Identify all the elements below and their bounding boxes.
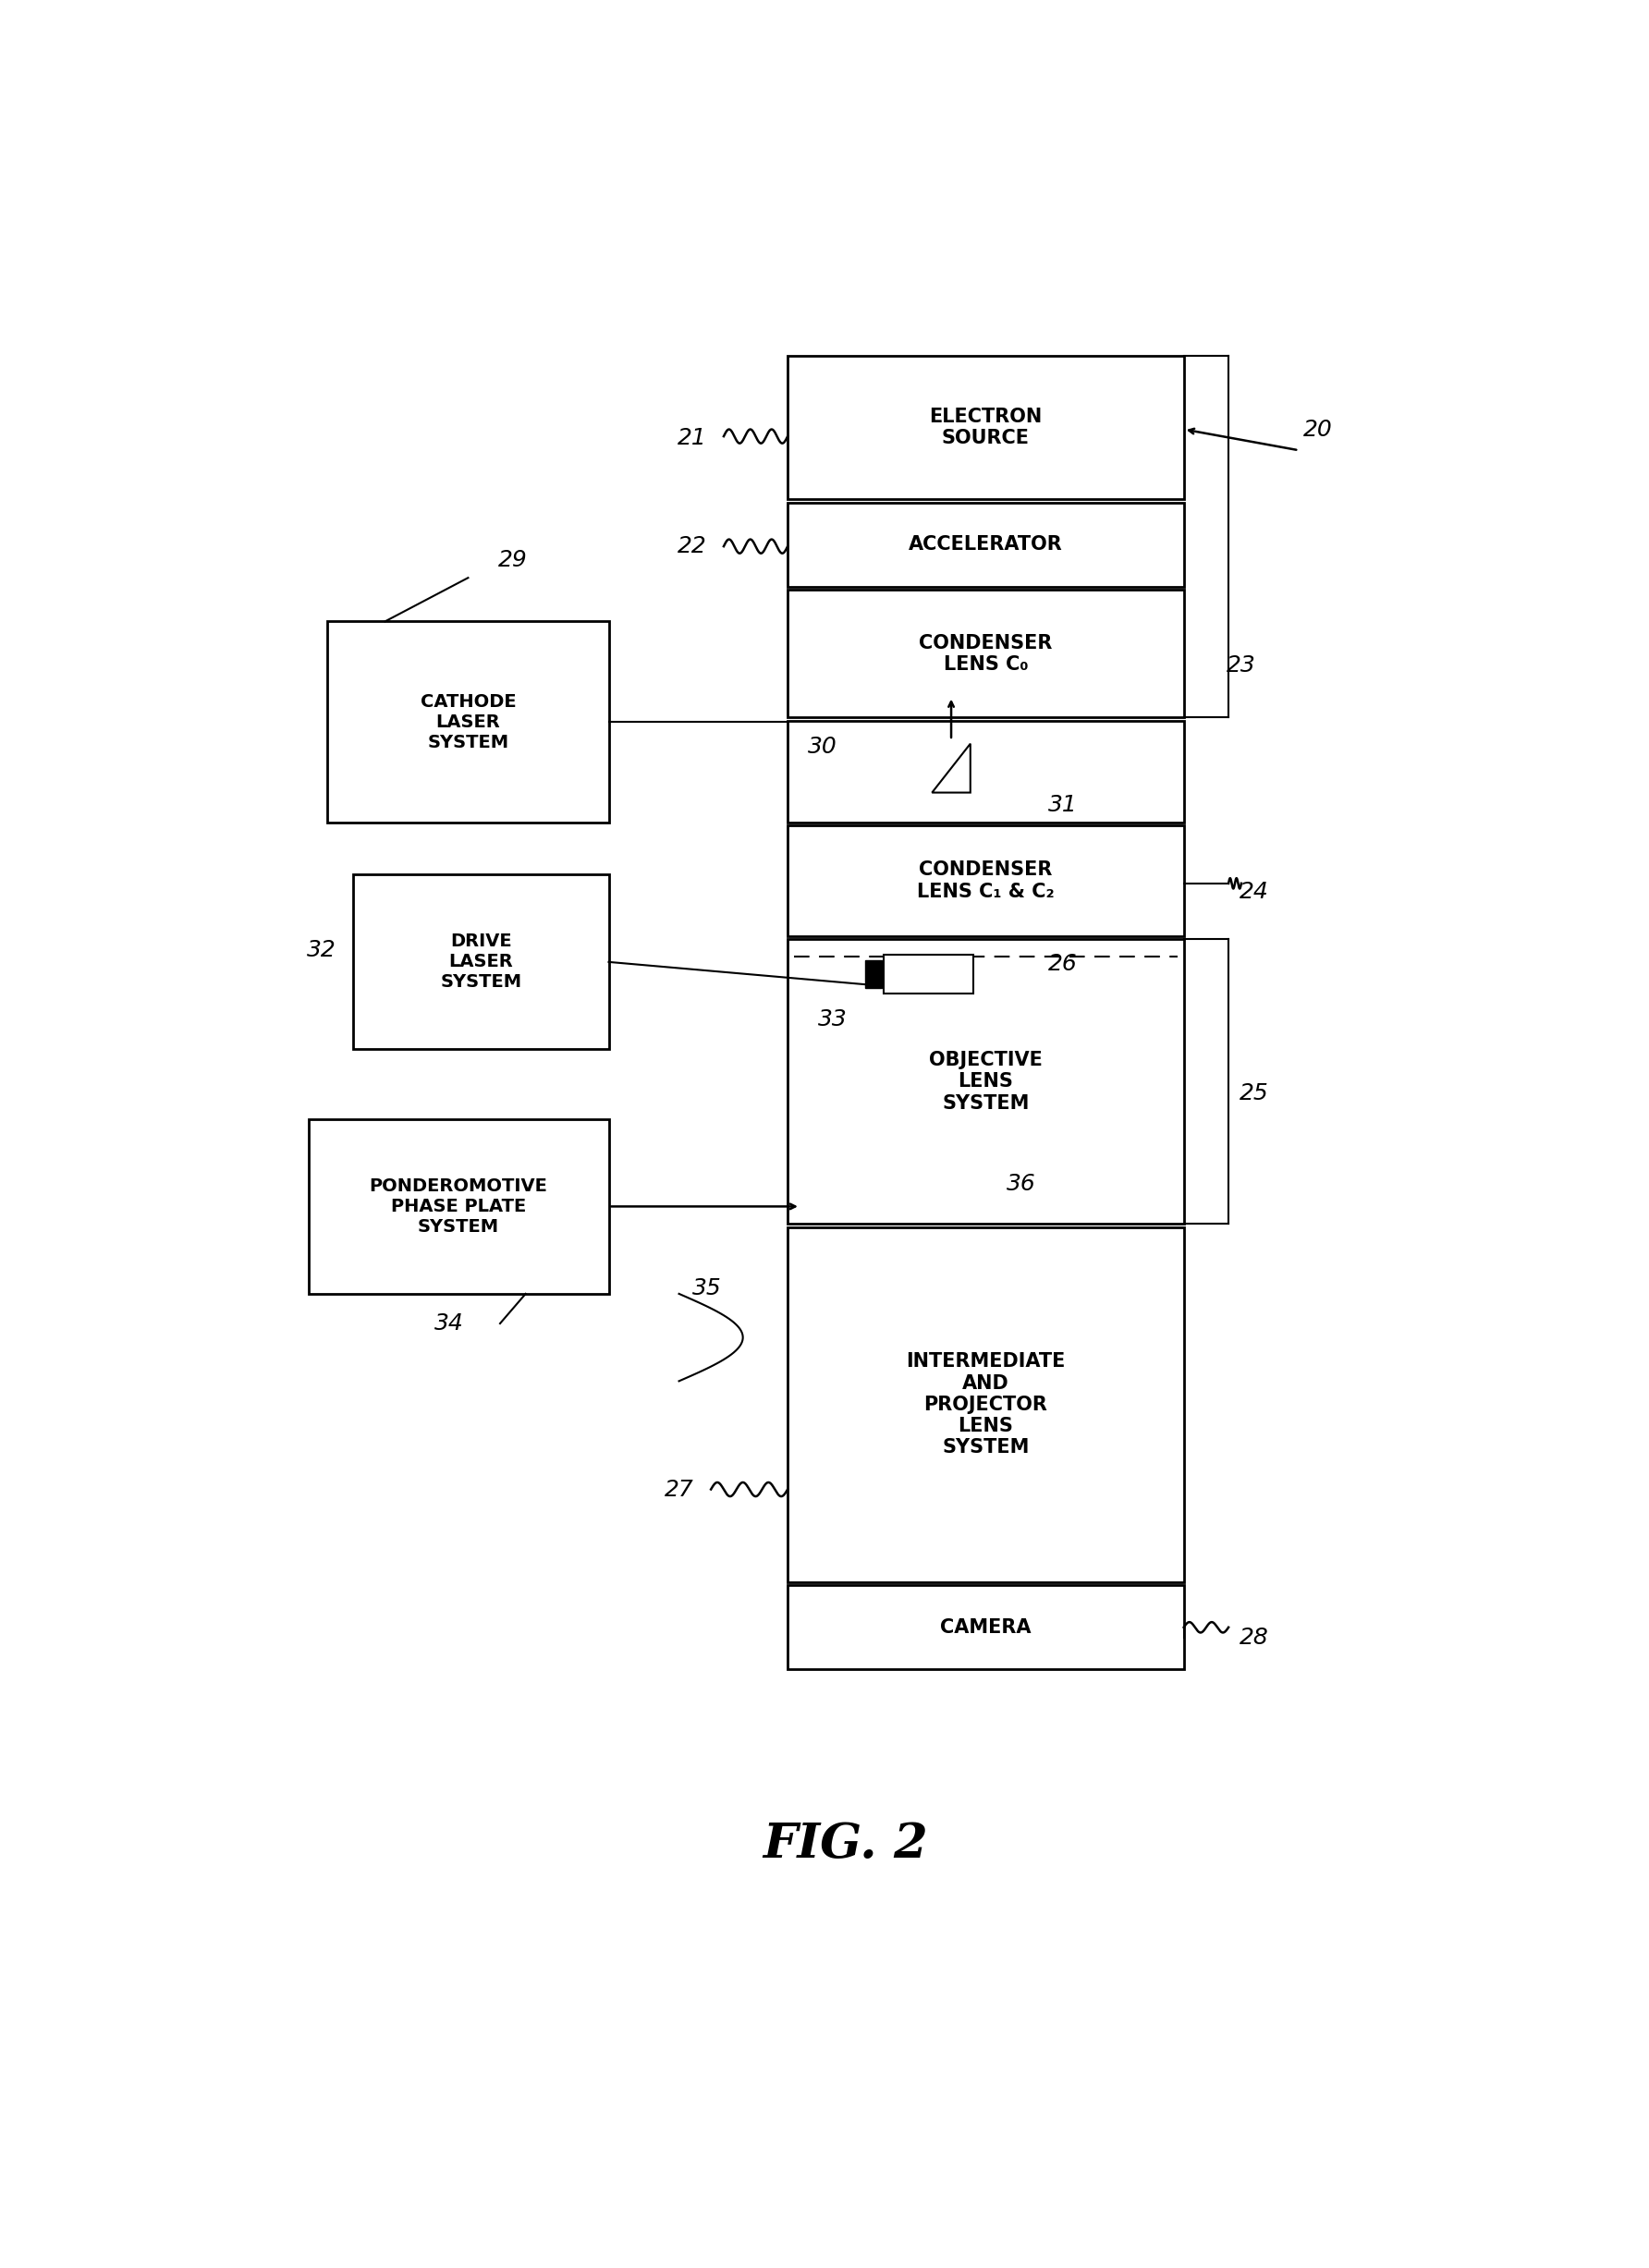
Text: CONDENSER
LENS C₁ & C₂: CONDENSER LENS C₁ & C₂ <box>917 862 1054 900</box>
Bar <box>788 356 1184 499</box>
Text: 25: 25 <box>1240 1082 1268 1105</box>
Bar <box>788 826 1184 937</box>
Text: CAMERA: CAMERA <box>940 1617 1031 1637</box>
Text: 23: 23 <box>1227 653 1257 676</box>
Text: OBJECTIVE
LENS
SYSTEM: OBJECTIVE LENS SYSTEM <box>928 1050 1042 1111</box>
Text: 33: 33 <box>818 1009 848 1030</box>
Text: 32: 32 <box>307 939 336 962</box>
Bar <box>788 1585 1184 1669</box>
Text: ELECTRON
SOURCE: ELECTRON SOURCE <box>928 408 1042 447</box>
Text: 31: 31 <box>1047 794 1077 816</box>
Text: 28: 28 <box>1240 1626 1268 1649</box>
Text: 21: 21 <box>678 426 706 449</box>
Bar <box>866 959 882 989</box>
Text: 29: 29 <box>498 549 528 572</box>
Text: INTERMEDIATE
AND
PROJECTOR
LENS
SYSTEM: INTERMEDIATE AND PROJECTOR LENS SYSTEM <box>905 1352 1065 1456</box>
Text: CONDENSER
LENS C₀: CONDENSER LENS C₀ <box>918 633 1052 674</box>
Text: ACCELERATOR: ACCELERATOR <box>909 535 1062 553</box>
Text: FIG. 2: FIG. 2 <box>762 1821 928 1867</box>
Text: CATHODE
LASER
SYSTEM: CATHODE LASER SYSTEM <box>420 692 516 751</box>
Bar <box>353 875 608 1050</box>
Bar <box>328 621 608 823</box>
Text: DRIVE
LASER
SYSTEM: DRIVE LASER SYSTEM <box>440 932 521 991</box>
Text: 26: 26 <box>1047 953 1077 975</box>
Text: PONDEROMOTIVE
PHASE PLATE
SYSTEM: PONDEROMOTIVE PHASE PLATE SYSTEM <box>369 1177 547 1236</box>
Bar <box>884 955 973 993</box>
Bar <box>308 1118 608 1293</box>
Text: 20: 20 <box>1303 417 1332 440</box>
Text: 24: 24 <box>1240 880 1268 903</box>
Text: 35: 35 <box>693 1277 722 1300</box>
Text: 27: 27 <box>665 1479 694 1501</box>
Bar <box>788 1227 1184 1583</box>
Bar <box>788 503 1184 587</box>
Text: 36: 36 <box>1008 1173 1036 1195</box>
Text: 34: 34 <box>434 1313 463 1334</box>
Bar <box>788 721 1184 823</box>
Text: 30: 30 <box>808 737 836 758</box>
Bar <box>788 590 1184 717</box>
Bar <box>788 939 1184 1225</box>
Text: 22: 22 <box>678 535 706 558</box>
